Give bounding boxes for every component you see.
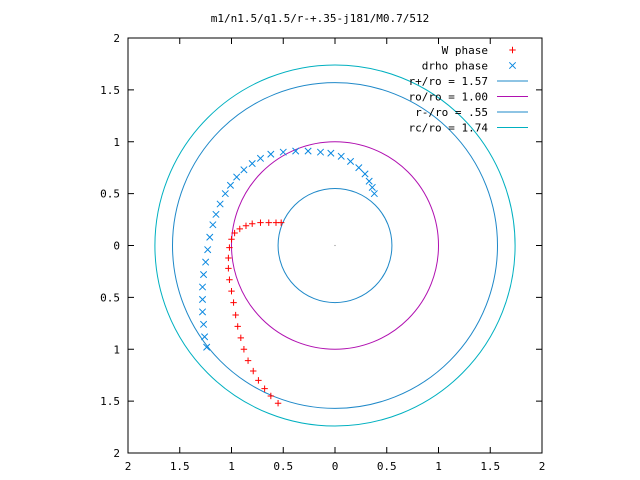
w-phase-point: [261, 385, 268, 392]
w-phase-point: [267, 392, 275, 400]
y-tick-label: 0.5: [100, 291, 120, 304]
y-tick-label: 0.5: [100, 188, 120, 201]
w-phase-point: [226, 276, 233, 283]
legend-label: r-/ro = .55: [415, 106, 488, 119]
legend-label: r+/ro = 1.57: [409, 75, 488, 88]
drho-phase-point: [368, 183, 376, 191]
drho-phase-point: [198, 295, 207, 304]
drho-phase-point: [337, 152, 345, 160]
drho-phase-point: [206, 233, 214, 241]
w-phase-point: [244, 357, 252, 364]
drho-phase-point: [370, 190, 378, 198]
x-tick-label: 2: [539, 460, 546, 473]
drho-phase-point: [200, 320, 208, 328]
reference-circle: [172, 82, 498, 409]
y-tick-label: 1: [113, 343, 120, 356]
x-tick-label: 1: [228, 460, 235, 473]
w-phase-point: [228, 287, 235, 295]
drho-phase-point: [233, 173, 241, 181]
y-tick-label: 0: [113, 240, 120, 253]
reference-circle: [154, 64, 516, 427]
reference-circles: [154, 64, 516, 427]
w-phase-point: [249, 220, 256, 227]
drho-phase-point: [221, 190, 229, 198]
drho-phase-point: [327, 149, 335, 157]
legend: W phase drho phase r+/ro = 1.57 ro/ro = 1.0…: [409, 44, 528, 135]
legend-marker: [509, 46, 516, 54]
drho-phase-point: [200, 270, 208, 279]
reference-circle: [277, 187, 393, 304]
x-tick-label: 1.5: [170, 460, 190, 473]
drho-phase-point: [226, 181, 235, 189]
w-phase-point: [228, 236, 235, 243]
chart-title: m1/n1.5/q1.5/r-+.35-j181/M0.7/512: [211, 12, 430, 25]
drho-phase-point: [248, 159, 256, 168]
w-phase-point: [225, 254, 232, 262]
x-tick-label: 0: [332, 460, 339, 473]
x-tick-label: 2: [125, 460, 132, 473]
data-points: [198, 147, 378, 407]
drho-phase-point: [355, 164, 363, 172]
w-phase-point: [225, 265, 232, 272]
legend-marker: [508, 61, 517, 70]
drho-phase-point: [316, 148, 325, 156]
w-phase-point: [257, 219, 264, 226]
w-phase-point: [242, 222, 250, 229]
w-phase-point: [237, 334, 245, 342]
drho-phase-point: [216, 200, 224, 208]
w-phase-point: [274, 400, 282, 407]
x-tick-label: 0.5: [273, 460, 293, 473]
drho-phase-point: [292, 147, 300, 155]
origin-dot: [334, 244, 336, 247]
drho-phase-point: [212, 210, 220, 218]
drho-phase-point: [201, 333, 209, 341]
w-phase-point: [236, 225, 243, 233]
drho-phase-point: [346, 157, 355, 166]
w-phase-point: [231, 229, 238, 237]
legend-label: ro/ro = 1.00: [409, 91, 488, 104]
drho-phase-point: [209, 221, 217, 229]
legend-label: drho phase: [422, 60, 488, 73]
drho-phase-point: [198, 283, 207, 291]
drho-phase-point: [365, 177, 373, 185]
w-phase-point: [255, 377, 262, 384]
x-tick-label: 1: [435, 460, 442, 473]
w-phase-point: [230, 299, 237, 306]
y-tick-label: 1.5: [100, 395, 120, 408]
w-phase-point: [232, 311, 239, 319]
x-tick-label: 1.5: [480, 460, 500, 473]
drho-phase-point: [304, 147, 312, 155]
drho-phase-point: [267, 150, 275, 158]
drho-phase-point: [203, 343, 211, 351]
w-phase-point: [226, 244, 233, 251]
w-phase-point: [250, 367, 257, 375]
w-phase-point: [277, 219, 285, 226]
drho-phase-point: [279, 148, 287, 156]
y-tick-label: 1: [113, 136, 120, 149]
y-tick-label: 2: [113, 447, 120, 460]
y-tick-label: 1.5: [100, 84, 120, 97]
drho-phase-point: [202, 258, 210, 266]
w-phase-point: [265, 219, 272, 226]
w-phase-point: [234, 323, 241, 330]
drho-phase-point: [240, 166, 248, 174]
drho-phase-point: [204, 246, 212, 254]
legend-label: rc/ro = 1.74: [409, 122, 489, 135]
legend-label: W phase: [442, 44, 488, 57]
drho-phase-point: [198, 308, 207, 316]
w-phase-point: [240, 346, 248, 353]
drho-phase-point: [361, 170, 369, 178]
y-tick-label: 2: [113, 32, 120, 45]
drho-phase-point: [256, 154, 265, 162]
reference-circle: [231, 141, 439, 350]
x-tick-label: 0.5: [377, 460, 397, 473]
